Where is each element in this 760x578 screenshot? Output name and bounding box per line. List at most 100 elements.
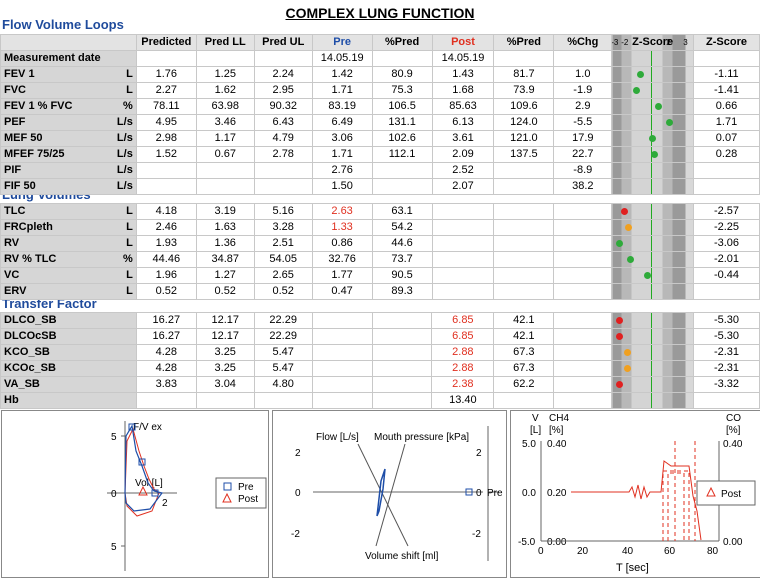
pct-pred-post-cell: 42.1	[493, 328, 555, 345]
header-zscore: Z-Score	[693, 34, 760, 51]
pred-ll-cell: 34.87	[195, 251, 255, 268]
predicted-cell: 0.52	[135, 283, 197, 300]
predicted-cell	[135, 178, 197, 195]
pre-cell: 6.49	[311, 114, 373, 131]
zscore-zero-line	[651, 204, 653, 219]
table-header-row: Predicted Pred LL Pred UL Pre %Pred Post…	[0, 34, 760, 51]
parameter-unit: L/s	[116, 116, 133, 128]
pred-ll-cell: 1.25	[195, 66, 255, 83]
gas-co-unit: [%]	[726, 425, 741, 436]
predicted-cell	[135, 50, 197, 67]
parameter-unit: L/s	[116, 164, 133, 176]
zscore-bar	[611, 203, 694, 220]
zscore-marker	[616, 381, 624, 388]
pct-pred-post-cell	[493, 219, 555, 236]
gas-svg: V [L] CH4 [%] CO [%] 5.0 0.40 0.40 0.0 0…	[518, 413, 756, 574]
flow-volume-svg: 5 0 5 F/V ex Vol [L] 2 Pre Post	[107, 421, 267, 571]
zscore-marker	[621, 208, 629, 215]
pct-change-cell: 38.2	[553, 178, 613, 195]
pct-change-cell	[553, 344, 613, 361]
post-cell: 2.07	[431, 178, 495, 195]
pre-cell	[311, 312, 373, 329]
header-blank	[0, 34, 137, 51]
zscore-zero-line	[651, 163, 653, 178]
pct-pred-pre-cell	[371, 178, 433, 195]
pre-cell: 83.19	[311, 98, 373, 115]
gas-ytick-low-ch4: 0.00	[547, 537, 567, 548]
pct-change-cell: -8.9	[553, 162, 613, 179]
zscore-marker	[623, 365, 631, 372]
pct-pred-pre-cell	[371, 376, 433, 393]
parameter-unit: L	[126, 68, 133, 80]
pct-change-cell	[553, 360, 613, 377]
pred-ll-cell: 12.17	[195, 328, 255, 345]
pred-ul-cell: 3.28	[253, 219, 313, 236]
pct-pred-pre-cell: 75.3	[371, 82, 433, 99]
zscore-value-cell: -2.01	[692, 251, 760, 268]
post-cell: 1.68	[431, 82, 495, 99]
post-cell: 2.52	[431, 162, 495, 179]
pre-cell: 1.77	[311, 267, 373, 284]
pr-legend-pre-marker	[465, 488, 473, 496]
row-label: PIF L/s	[0, 162, 137, 179]
section-title-flow: Flow Volume Loops	[2, 17, 124, 32]
fv-pre-marker	[128, 423, 136, 431]
predicted-cell: 4.18	[135, 203, 197, 220]
post-cell: 13.40	[431, 392, 495, 409]
zscore-value-cell: -3.32	[692, 376, 760, 393]
table-row: DLCOcSB 16.27 12.17 22.29 6.85 42.1 -5.30	[0, 328, 760, 345]
row-label: FEV 1 % FVC%	[0, 98, 137, 115]
zscore-value-cell: -1.11	[693, 66, 760, 83]
table-row: MFEF 75/25 L/s 1.52 0.67 2.78 1.71 112.1 2.09 13…	[0, 146, 760, 163]
gas-xtick-40: 40	[622, 546, 634, 557]
row-label: KCOc_SB	[0, 360, 137, 377]
transfer-factor-table: DLCO_SB 16.27 12.17 22.29 6.85 42.1 -5.30 DLCOc…	[0, 312, 760, 409]
fv-post-curve	[124, 427, 160, 517]
row-label: ERV L	[0, 283, 137, 300]
pre-cell: 2.76	[311, 162, 373, 179]
pred-ul-cell: 22.29	[253, 328, 313, 345]
parameter-name: RV % TLC	[4, 253, 57, 265]
gas-analysis-chart: V [L] CH4 [%] CO [%] 5.0 0.40 0.40 0.0 0…	[510, 410, 760, 578]
zscore-value-cell	[693, 162, 760, 179]
zscore-zero-line	[651, 252, 653, 267]
zscore-zero-line	[651, 268, 653, 283]
fv-ytick-mid: 0	[111, 489, 117, 500]
pct-change-cell: 2.9	[553, 98, 613, 115]
pre-cell: 1.71	[311, 82, 373, 99]
post-cell: 6.85	[431, 312, 495, 329]
fv-ytick-bottom: 5	[111, 542, 117, 553]
pct-pred-post-cell	[493, 235, 555, 252]
pct-change-cell: 22.7	[553, 146, 613, 163]
parameter-name: TLC	[4, 205, 26, 217]
pred-ul-cell: 2.51	[253, 235, 313, 252]
parameter-name: VA_SB	[4, 378, 40, 390]
row-label: VC L	[0, 267, 137, 284]
pct-pred-pre-cell	[371, 162, 433, 179]
pred-ul-cell	[253, 392, 313, 409]
pred-ll-cell: 1.63	[195, 219, 255, 236]
pred-ll-cell: 0.67	[195, 146, 255, 163]
zscore-zero-line	[651, 377, 653, 392]
pred-ul-cell	[253, 162, 313, 179]
pr-guide-line	[375, 443, 406, 547]
lung-volumes-table: TLC L 4.18 3.19 5.16 2.63 63.1 -2.57 FRCpleth L 2.…	[0, 203, 760, 300]
pct-pred-post-cell	[493, 251, 555, 268]
predicted-cell	[135, 162, 197, 179]
pred-ll-cell: 3.25	[195, 360, 255, 377]
predicted-cell: 1.93	[135, 235, 197, 252]
pre-cell: 2.63	[311, 203, 373, 220]
post-cell	[431, 203, 495, 220]
header-post: Post	[431, 34, 495, 51]
pct-pred-pre-cell: 80.9	[371, 66, 433, 83]
post-cell	[431, 235, 495, 252]
pct-pred-post-cell	[493, 50, 555, 67]
parameter-unit: L	[126, 205, 133, 217]
pct-change-cell: 1.0	[553, 66, 613, 83]
table-row: RV L 1.93 1.36 2.51 0.86 44.6 -3.06	[0, 235, 760, 252]
pct-pred-post-cell: 42.1	[493, 312, 555, 329]
pct-change-cell	[553, 328, 613, 345]
parameter-name: Hb	[4, 394, 19, 406]
post-cell: 3.61	[431, 130, 495, 147]
post-cell	[431, 283, 495, 300]
